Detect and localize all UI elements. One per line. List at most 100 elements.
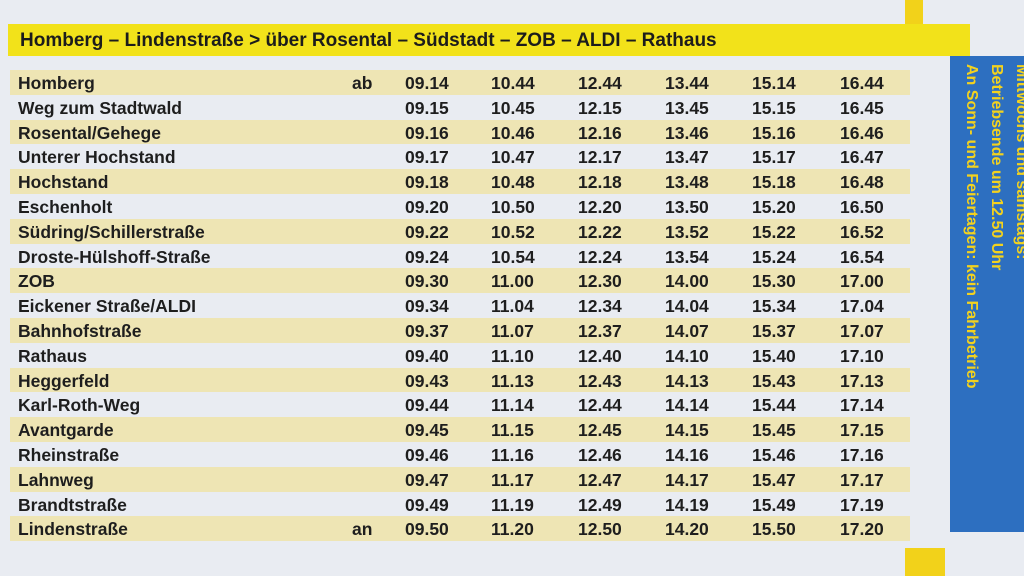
sidebar-line: Betriebsende um 12.50 Uhr xyxy=(988,64,1005,271)
edge-strip xyxy=(905,0,923,24)
departure-time: 17.15 xyxy=(840,420,884,441)
departure-time: 09.16 xyxy=(405,122,449,143)
sidebar-line: Mittwochs und samstags: xyxy=(1013,64,1024,260)
stop-name: Weg zum Stadtwald xyxy=(18,97,182,118)
departure-time: 14.15 xyxy=(665,420,709,441)
departure-time: 12.43 xyxy=(578,370,622,391)
stop-name: Rheinstraße xyxy=(18,445,120,465)
departure-time: 15.20 xyxy=(752,197,796,217)
stop-name: Unterer Hochstand xyxy=(18,147,176,168)
departure-time: 12.20 xyxy=(578,197,622,217)
departure-time: 12.49 xyxy=(578,494,622,515)
departure-time: 15.14 xyxy=(752,73,796,93)
stop-name: Lahnweg xyxy=(18,469,94,490)
departure-time: 12.44 xyxy=(578,73,622,93)
departure-time: 12.30 xyxy=(578,271,622,292)
stop-name: Heggerfeld xyxy=(18,370,110,391)
table-row: Unterer Hochstand 09.17 10.47 12.17 13.47 15.… xyxy=(10,144,910,169)
departure-time: 13.52 xyxy=(665,221,709,242)
departure-time: 15.18 xyxy=(752,172,796,193)
departure-time: 15.15 xyxy=(752,97,796,118)
table-row: Droste-Hülshoff-Straße 09.24 10.54 12.24 13.… xyxy=(10,244,910,269)
departure-time: 11.07 xyxy=(491,321,534,341)
departure-time: 16.54 xyxy=(840,246,884,267)
table-row: Lahnweg 09.47 11.17 12.47 14.17 15.47 17.17 xyxy=(10,466,910,492)
departure-time: 17.16 xyxy=(840,445,884,465)
departure-time: 17.19 xyxy=(840,494,884,515)
table-row: Karl-Roth-Weg 09.44 11.14 12.44 14.14 15.44 17… xyxy=(10,392,910,417)
stop-name: Karl-Roth-Weg xyxy=(18,395,141,416)
stop-name: ZOB xyxy=(18,271,55,292)
departure-time: 12.47 xyxy=(578,469,622,490)
table-row: ZOB 09.30 11.00 12.30 14.00 15.30 17.00 xyxy=(10,268,910,294)
stop-name: Lindenstraße xyxy=(18,519,128,540)
departure-time: 15.17 xyxy=(752,147,796,168)
departure-time: 17.00 xyxy=(840,271,884,292)
departure-time: 09.20 xyxy=(405,197,449,217)
departure-time: 15.37 xyxy=(752,321,796,341)
departure-time: 15.44 xyxy=(752,395,796,416)
table-row: Lindenstraße an 09.50 11.20 12.50 14.20 15.50 1… xyxy=(10,516,910,542)
departure-time: 17.07 xyxy=(840,321,884,341)
departure-time: 13.50 xyxy=(665,197,709,217)
table-row: Heggerfeld 09.43 11.13 12.43 14.13 15.43 17.13 xyxy=(10,367,910,393)
stop-name: Brandtstraße xyxy=(18,494,127,515)
table-row: Brandtstraße 09.49 11.19 12.49 14.19 15.49 17.… xyxy=(10,492,910,517)
departure-time: 16.48 xyxy=(840,172,884,193)
departure-time: 09.50 xyxy=(405,519,449,540)
departure-time: 14.00 xyxy=(665,271,709,292)
table-row: Eschenholt 09.20 10.50 12.20 13.50 15.20 16.50 xyxy=(10,194,910,219)
departure-time: 15.49 xyxy=(752,494,796,515)
stop-name: Rosental/Gehege xyxy=(18,122,161,143)
timetable: Homberg ab 09.14 10.44 12.44 13.44 15.14 16.44 W… xyxy=(10,70,910,550)
departure-time: 12.16 xyxy=(578,122,622,143)
departure-time: 15.34 xyxy=(752,296,796,317)
departure-time: 12.40 xyxy=(578,345,622,366)
departure-time: 09.46 xyxy=(405,445,449,465)
departure-time: 13.46 xyxy=(665,122,709,143)
departure-time: 12.18 xyxy=(578,172,622,193)
departure-time: 09.43 xyxy=(405,370,449,391)
departure-time: 10.50 xyxy=(491,197,535,217)
departure-time: 11.13 xyxy=(491,370,534,391)
departure-time: 09.47 xyxy=(405,469,449,490)
departure-time: 10.47 xyxy=(491,147,535,168)
departure-time: 09.45 xyxy=(405,420,449,441)
departure-time: 10.46 xyxy=(491,122,535,143)
departure-time: 15.45 xyxy=(752,420,796,441)
departure-time: 14.07 xyxy=(665,321,709,341)
departure-time: 16.47 xyxy=(840,147,884,168)
departure-time: 09.40 xyxy=(405,345,449,366)
departure-time: 09.44 xyxy=(405,395,449,416)
title-bar xyxy=(8,24,970,56)
departure-time: 10.48 xyxy=(491,172,535,193)
title: Homberg – Lindenstraße > über Rosental –… xyxy=(20,30,717,51)
table-row: Hochstand 09.18 10.48 12.18 13.48 15.18 16.48 xyxy=(10,169,910,194)
departure-time: 09.17 xyxy=(405,147,449,168)
stop-name: Eschenholt xyxy=(18,197,113,217)
departure-time: 17.04 xyxy=(840,296,884,317)
sidebar-text: Mittwochs und samstags: Betriebsende um 1… xyxy=(959,64,1024,532)
table-row: Rheinstraße 09.46 11.16 12.46 14.16 15.46 17.1… xyxy=(10,442,910,467)
departure-time: 17.14 xyxy=(840,395,884,416)
stop-name: Droste-Hülshoff-Straße xyxy=(18,246,211,267)
departure-time: 15.40 xyxy=(752,345,796,366)
stop-name: Avantgarde xyxy=(18,420,114,441)
sidebar: Mittwochs und samstags: Betriebsende um 1… xyxy=(950,56,1024,532)
departure-time: 12.44 xyxy=(578,395,622,416)
edge-strip xyxy=(905,548,945,576)
departure-time: 17.10 xyxy=(840,345,884,366)
departure-time: 13.48 xyxy=(665,172,709,193)
departure-time: 11.00 xyxy=(491,271,534,292)
sidebar-line: An Sonn- und Feiertagen: kein Fahrbetrie… xyxy=(963,64,980,389)
departure-time: 09.37 xyxy=(405,321,449,341)
table-row: Eickener Straße/ALDI 09.34 11.04 12.34 14.04… xyxy=(10,293,910,318)
departure-time: 11.10 xyxy=(491,345,534,366)
table-row: Avantgarde 09.45 11.15 12.45 14.15 15.45 17.15 xyxy=(10,417,910,442)
departure-time: 13.47 xyxy=(665,147,709,168)
direction-note: an xyxy=(352,519,373,540)
departure-time: 16.52 xyxy=(840,221,884,242)
departure-time: 11.20 xyxy=(491,519,534,540)
departure-time: 14.13 xyxy=(665,370,709,391)
